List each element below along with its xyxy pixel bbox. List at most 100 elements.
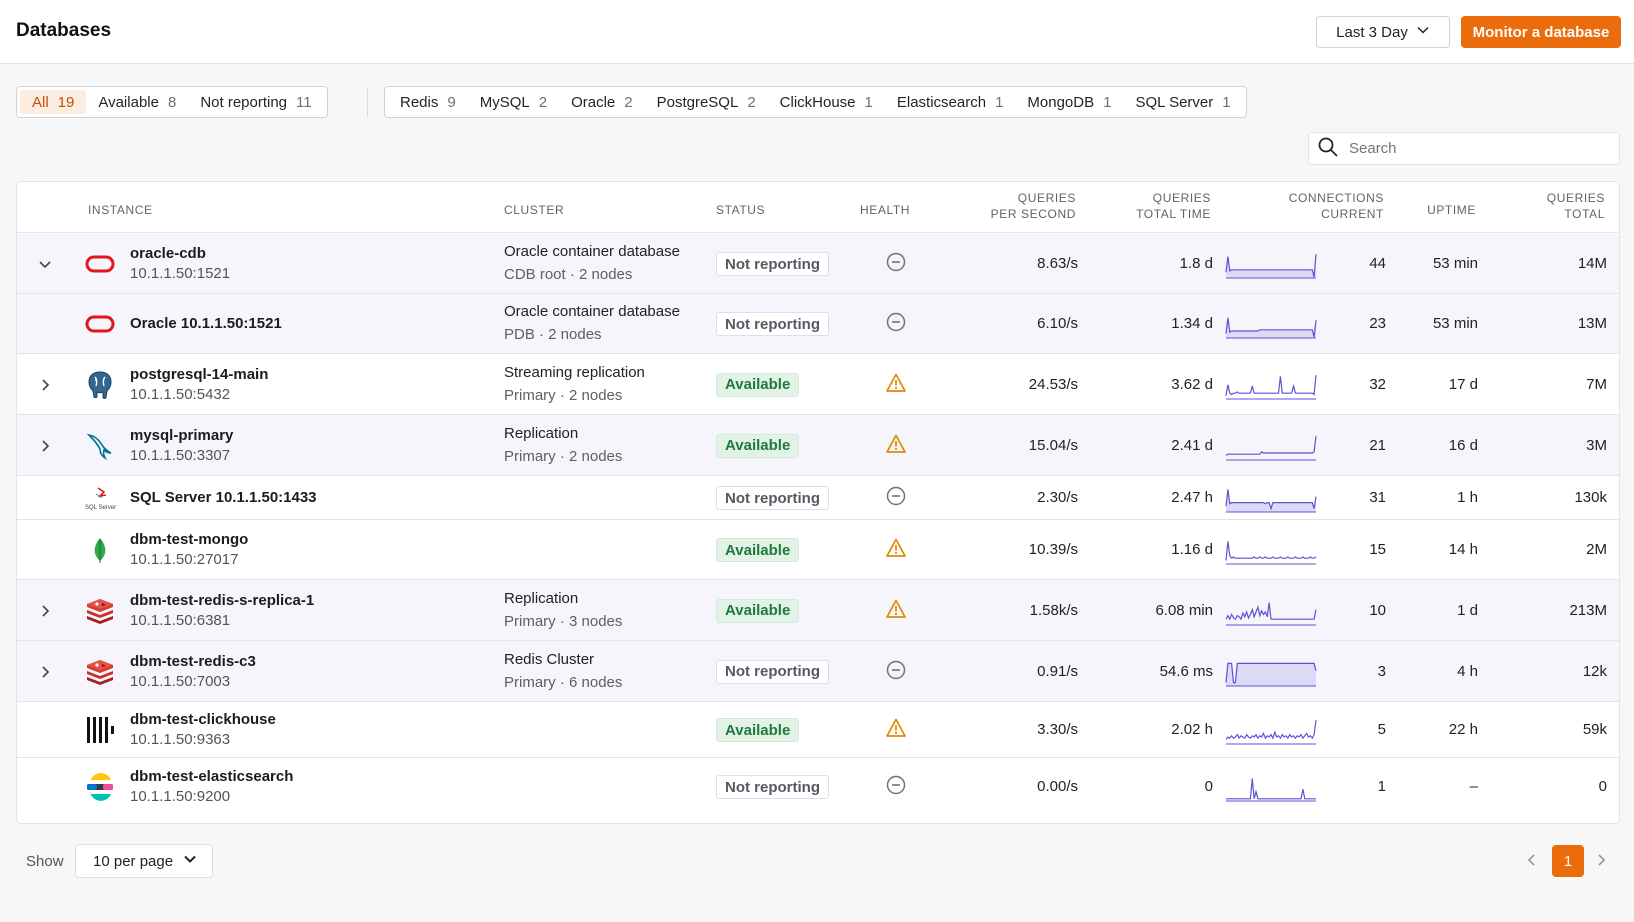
table-row[interactable]: dbm-test-redis-c3 10.1.1.50:7003 Redis Clu… — [17, 641, 1619, 702]
page-title: Databases — [16, 20, 112, 41]
filter-clickhouse[interactable]: ClickHouse 1 — [768, 90, 885, 114]
connections-current: 5 — [1377, 721, 1386, 738]
mysql-logo-icon — [84, 430, 116, 462]
col-queries-per-second[interactable]: QUERIES PER SECOND — [991, 190, 1076, 222]
search-input[interactable] — [1349, 140, 1609, 157]
next-page-button[interactable] — [1593, 852, 1609, 868]
filter-mysql[interactable]: MySQL 2 — [468, 90, 559, 114]
table-row[interactable]: dbm-test-clickhouse 10.1.1.50:9363 Availab… — [17, 702, 1619, 758]
instance-address: 10.1.1.50:9200 — [130, 788, 231, 805]
connections-sparkline — [1225, 715, 1317, 745]
oracle-logo-icon — [84, 248, 116, 280]
instance-name[interactable]: Oracle 10.1.1.50:1521 — [130, 315, 282, 332]
instance-name[interactable]: mysql-primary — [130, 426, 234, 444]
queries-total: 59k — [1582, 721, 1607, 738]
filter-count: 2 — [747, 93, 756, 111]
filter-available[interactable]: Available 8 — [86, 90, 188, 114]
col-queries-total-time[interactable]: QUERIES TOTAL TIME — [1136, 190, 1211, 222]
monitor-database-button[interactable]: Monitor a database — [1461, 16, 1621, 48]
cluster-topology: Primary · 3 nodes — [504, 612, 623, 630]
oracle-logo-icon — [84, 308, 116, 340]
per-page-select[interactable]: 10 per page — [75, 844, 213, 878]
table-row[interactable]: Oracle 10.1.1.50:1521 Oracle container da… — [17, 294, 1619, 354]
col-conn-line2: CURRENT — [1321, 207, 1384, 221]
col-health[interactable]: HEALTH — [860, 203, 911, 217]
instance-name[interactable]: SQL Server 10.1.1.50:1433 — [130, 489, 317, 506]
cluster-topology: Primary · 2 nodes — [504, 447, 623, 465]
previous-page-button[interactable] — [1524, 852, 1540, 868]
table-row[interactable]: dbm-test-redis-s-replica-1 10.1.1.50:6381… — [17, 580, 1619, 641]
no-data-icon — [885, 311, 907, 333]
status-badge: Not reporting — [716, 312, 829, 336]
collapse-row-chevron-icon[interactable] — [37, 256, 53, 272]
filter-elasticsearch[interactable]: Elasticsearch 1 — [885, 90, 1016, 114]
time-range-dropdown[interactable]: Last 3 Day — [1316, 16, 1450, 48]
sparkline-chart — [1225, 374, 1317, 399]
expand-row-chevron-icon[interactable] — [37, 438, 53, 454]
instance-address: 10.1.1.50:1521 — [130, 265, 231, 282]
sparkline-area — [1226, 662, 1316, 686]
expand-row-chevron-icon[interactable] — [37, 664, 53, 680]
warning-icon — [885, 433, 907, 455]
filter-count: 1 — [995, 93, 1004, 111]
search-box[interactable] — [1308, 132, 1620, 165]
filter-all[interactable]: All 19 — [20, 90, 87, 114]
expand-row-chevron-icon[interactable] — [37, 603, 53, 619]
uptime: 17 d — [1448, 375, 1478, 393]
instance-name[interactable]: dbm-test-elasticsearch — [130, 768, 294, 785]
queries-total: 130k — [1574, 489, 1607, 506]
filter-postgresql[interactable]: PostgreSQL 2 — [645, 90, 768, 114]
sparkline-area — [1226, 317, 1316, 338]
cluster-topology: CDB root · 2 nodes — [504, 266, 633, 283]
connections-current: 10 — [1369, 601, 1386, 619]
instance-name[interactable]: dbm-test-redis-c3 — [130, 652, 256, 670]
table-row[interactable]: SQL Server SQL Server 10.1.1.50:1433 Not r… — [17, 476, 1619, 520]
filter-sql-server[interactable]: SQL Server 1 — [1123, 90, 1242, 114]
cluster-name: Redis Cluster — [504, 650, 595, 668]
filter-oracle[interactable]: Oracle 2 — [559, 90, 645, 114]
col-connections-current[interactable]: CONNECTIONS CURRENT — [1289, 190, 1384, 222]
queries-total-time: 1.8 d — [1179, 255, 1213, 272]
filter-divider — [367, 88, 368, 116]
status-badge: Available — [716, 372, 800, 397]
sparkline-line — [1225, 435, 1317, 456]
uptime: 22 h — [1448, 721, 1478, 738]
filter-count: 11 — [296, 93, 312, 111]
instance-name[interactable]: dbm-test-mongo — [130, 531, 249, 548]
table-row[interactable]: oracle-cdb 10.1.1.50:1521 Oracle container… — [17, 234, 1619, 294]
instance-name[interactable]: oracle-cdb — [130, 245, 206, 262]
instance-address: 10.1.1.50:9363 — [130, 731, 231, 748]
col-queries-total[interactable]: QUERIES TOTAL — [1547, 190, 1605, 222]
page-1-button[interactable]: 1 — [1552, 845, 1584, 877]
status-badge: Not reporting — [716, 252, 829, 276]
filter-not-reporting[interactable]: Not reporting 11 — [188, 90, 323, 114]
table-row[interactable]: dbm-test-mongo 10.1.1.50:27017 Available 10… — [17, 520, 1619, 580]
instance-address: 10.1.1.50:3307 — [130, 446, 231, 464]
queries-total-time: 2.47 h — [1171, 489, 1213, 506]
table-row[interactable]: postgresql-14-main 10.1.1.50:5432 Streamin… — [17, 354, 1619, 415]
instance-name[interactable]: dbm-test-redis-s-replica-1 — [130, 591, 315, 609]
uptime: 1 h — [1457, 489, 1478, 506]
col-status[interactable]: STATUS — [716, 203, 766, 217]
clickhouse-logo-icon — [84, 714, 116, 746]
table-header: INSTANCE CLUSTER STATUS HEALTH QUERIES P… — [17, 182, 1619, 233]
filter-mongodb[interactable]: MongoDB 1 — [1015, 90, 1123, 114]
filter-count: 9 — [447, 93, 456, 111]
col-cluster[interactable]: CLUSTER — [504, 203, 565, 217]
instance-name[interactable]: postgresql-14-main — [130, 365, 269, 383]
instance-address: 10.1.1.50:6381 — [130, 611, 231, 629]
expand-row-chevron-icon[interactable] — [37, 377, 53, 393]
no-data-icon — [885, 659, 907, 681]
instance-name[interactable]: dbm-test-clickhouse — [130, 711, 276, 728]
filter-redis[interactable]: Redis 9 — [388, 90, 468, 114]
databases-table: INSTANCE CLUSTER STATUS HEALTH QUERIES P… — [16, 181, 1620, 824]
show-label: Show — [26, 853, 64, 870]
top-bar: Databases Last 3 Day Monitor a database — [0, 0, 1634, 64]
table-row[interactable]: mysql-primary 10.1.1.50:3307 Replication Pr… — [17, 415, 1619, 476]
col-instance[interactable]: INSTANCE — [88, 203, 153, 217]
sparkline-line — [1225, 254, 1317, 278]
table-row[interactable]: dbm-test-elasticsearch 10.1.1.50:9200 Not … — [17, 758, 1619, 816]
filter-label: SQL Server — [1135, 93, 1214, 111]
cluster-topology: Primary · 6 nodes — [504, 673, 623, 691]
col-uptime[interactable]: UPTIME — [1427, 203, 1476, 217]
